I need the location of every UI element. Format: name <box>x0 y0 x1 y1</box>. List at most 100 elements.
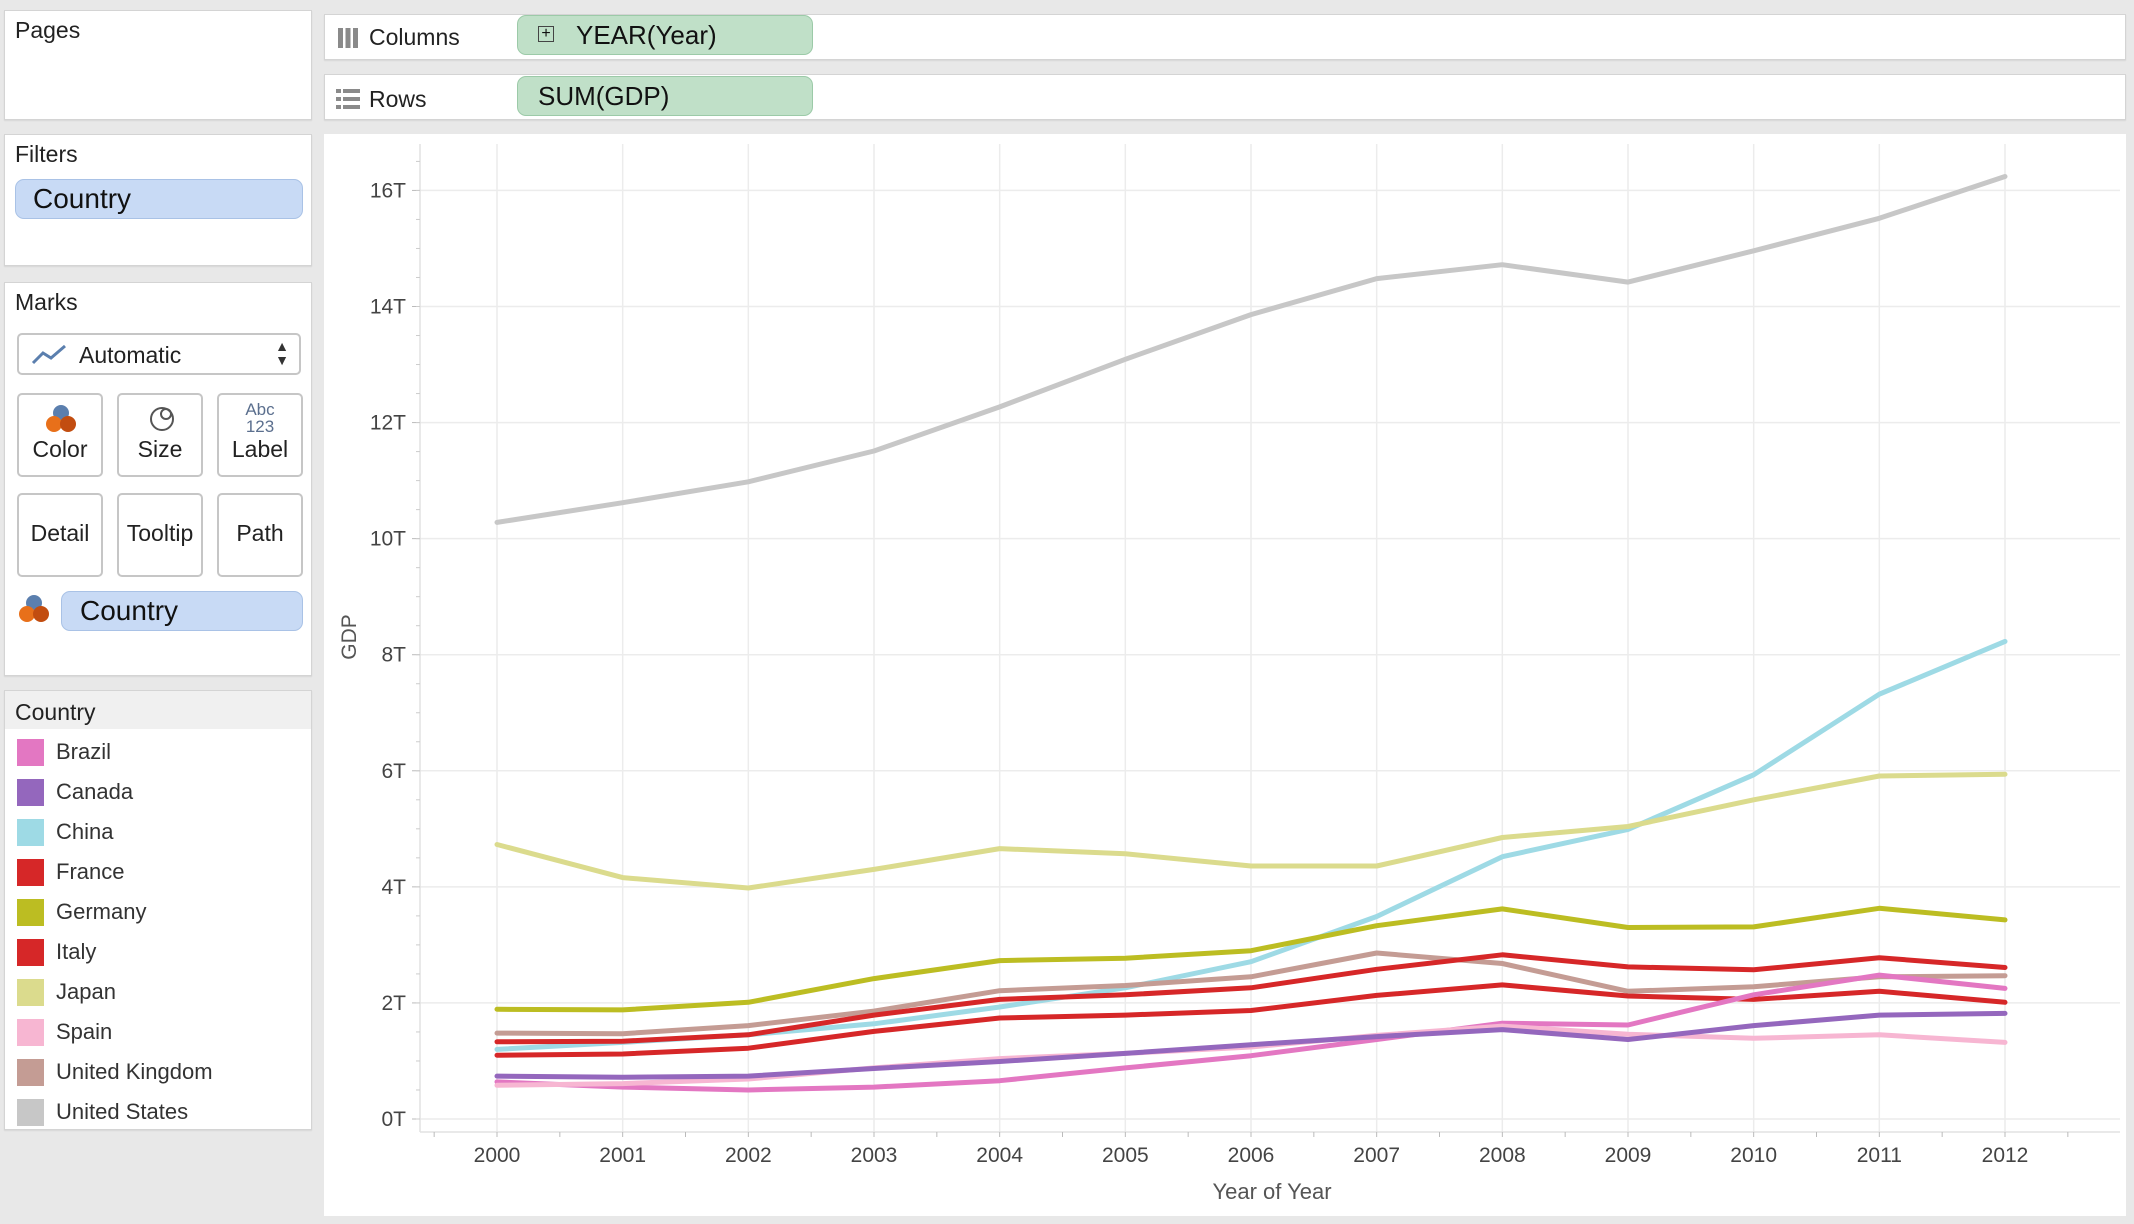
chart-axes: 2000 2001 2002 2003 2004 2005 2006 2007 2008 2009… <box>370 144 2120 1167</box>
y-tick-label: 4T <box>381 876 406 899</box>
legend-card: Country Brazil Canada China France Germany It… <box>4 690 312 1130</box>
legend-title: Country <box>15 699 96 725</box>
series-line-japan[interactable] <box>494 771 2008 891</box>
color-button-label: Color <box>32 436 88 462</box>
chart-area: 2000 2001 2002 2003 2004 2005 2006 2007 2008 2009… <box>324 134 2126 1216</box>
path-button-label: Path <box>236 520 284 546</box>
y-tick-label: 2T <box>381 992 406 1015</box>
legend-label: Brazil <box>56 739 112 764</box>
filters-card: Filters Country <box>4 134 312 266</box>
series-line-germany[interactable] <box>494 905 2008 1013</box>
legend-label: Germany <box>56 899 147 924</box>
series-line-canada[interactable] <box>494 1010 2008 1080</box>
x-tick-label: 2001 <box>599 1144 646 1167</box>
legend-swatch <box>17 738 44 766</box>
legend-item[interactable]: United Kingdom <box>17 1054 213 1090</box>
detail-button[interactable]: Detail <box>17 493 103 577</box>
x-tick-label: 2008 <box>1479 1144 1526 1167</box>
select-arrows-icon: ▲ ▼ <box>275 338 289 368</box>
y-axis-label: GDP <box>338 614 361 660</box>
filter-country-pill[interactable]: Country <box>15 179 303 219</box>
pages-title: Pages <box>15 17 81 43</box>
legend-item[interactable]: Canada <box>17 774 133 810</box>
columns-year-pill[interactable]: + YEAR(Year) <box>517 15 813 55</box>
legend-label: United States <box>56 1099 189 1124</box>
legend-label: France <box>56 859 125 884</box>
legend-item[interactable]: Japan <box>17 974 116 1010</box>
detail-button-label: Detail <box>30 520 90 546</box>
rows-label: Rows <box>369 86 427 112</box>
legend-label: Spain <box>56 1019 113 1044</box>
line-chart-icon <box>31 344 66 365</box>
series-line-united-kingdom[interactable] <box>494 950 2008 1037</box>
marks-card: Marks Automatic ▲ ▼ Color Size Abc 123 La… <box>4 282 312 676</box>
rows-pill-label: SUM(GDP) <box>538 80 670 111</box>
legend-swatch <box>17 858 44 886</box>
legend-item[interactable]: United States <box>17 1094 188 1130</box>
x-tick-label: 2011 <box>1857 1144 1902 1167</box>
y-tick-label: 16T <box>370 179 406 202</box>
legend-item[interactable]: Brazil <box>17 734 111 770</box>
expand-plus-icon[interactable]: + <box>538 26 554 42</box>
rows-shelf: Rows SUM(GDP) <box>324 74 2126 120</box>
legend-item[interactable]: France <box>17 854 124 890</box>
legend-label: China <box>56 819 114 844</box>
label-button[interactable]: Abc 123 Label <box>217 393 303 477</box>
legend-swatch <box>17 818 44 846</box>
legend-swatch <box>17 1058 44 1086</box>
x-tick-label: 2003 <box>851 1144 898 1167</box>
legend-item[interactable]: Germany <box>17 894 146 930</box>
series-line-france[interactable] <box>494 952 2008 1045</box>
rows-gdp-pill[interactable]: SUM(GDP) <box>517 76 813 116</box>
y-tick-label: 0T <box>381 1108 406 1131</box>
color-country-label: Country <box>80 595 179 626</box>
legend-swatch <box>17 978 44 1006</box>
columns-shelf: Columns + YEAR(Year) <box>324 14 2126 60</box>
chart-series <box>494 174 2008 1093</box>
series-line-italy[interactable] <box>494 982 2008 1058</box>
mark-type-label: Automatic <box>79 342 182 368</box>
y-tick-label: 6T <box>381 760 406 783</box>
legend-label: United Kingdom <box>56 1059 213 1084</box>
pages-card: Pages <box>4 10 312 120</box>
x-axis-label: Year of Year <box>1212 1179 1331 1204</box>
legend-item[interactable]: China <box>17 814 113 850</box>
color-button[interactable]: Color <box>17 393 103 477</box>
color-country-pill[interactable]: Country <box>61 591 303 631</box>
columns-icon <box>338 28 358 48</box>
x-tick-label: 2010 <box>1730 1144 1777 1167</box>
legend-label: Canada <box>56 779 134 804</box>
x-tick-label: 2005 <box>1102 1144 1149 1167</box>
mark-type-select[interactable]: Automatic ▲ ▼ <box>17 333 301 375</box>
legend-title-bar: Country <box>5 691 311 729</box>
gdp-line-chart: 2000 2001 2002 2003 2004 2005 2006 2007 2008 2009… <box>338 144 2120 1204</box>
x-tick-label: 2004 <box>976 1144 1023 1167</box>
series-line-brazil[interactable] <box>494 972 2008 1093</box>
columns-pill-label: YEAR(Year) <box>576 19 717 50</box>
x-tick-label: 2007 <box>1353 1144 1400 1167</box>
legend-item[interactable]: Italy <box>17 934 96 970</box>
x-tick-label: 2012 <box>1982 1144 2029 1167</box>
x-tick-label: 2002 <box>725 1144 772 1167</box>
size-icon <box>150 407 174 431</box>
legend-label: Italy <box>56 939 97 964</box>
label-icon: Abc 123 <box>245 400 275 436</box>
y-tick-label: 14T <box>370 296 406 319</box>
path-button[interactable]: Path <box>217 493 303 577</box>
tooltip-button[interactable]: Tooltip <box>117 493 203 577</box>
columns-label: Columns <box>369 24 460 50</box>
legend-swatch <box>17 1018 44 1046</box>
legend-swatch <box>17 898 44 926</box>
legend-swatch <box>17 778 44 806</box>
color-icon <box>46 405 76 432</box>
filter-country-label: Country <box>33 183 132 214</box>
rows-icon <box>336 89 360 109</box>
legend-item[interactable]: Spain <box>17 1014 112 1050</box>
size-button[interactable]: Size <box>117 393 203 477</box>
legend-swatch <box>17 1098 44 1126</box>
x-tick-label: 2000 <box>474 1144 521 1167</box>
series-line-united-states[interactable] <box>494 174 2008 525</box>
legend-swatch <box>17 938 44 966</box>
filters-title: Filters <box>15 141 78 167</box>
y-tick-label: 10T <box>370 528 406 551</box>
